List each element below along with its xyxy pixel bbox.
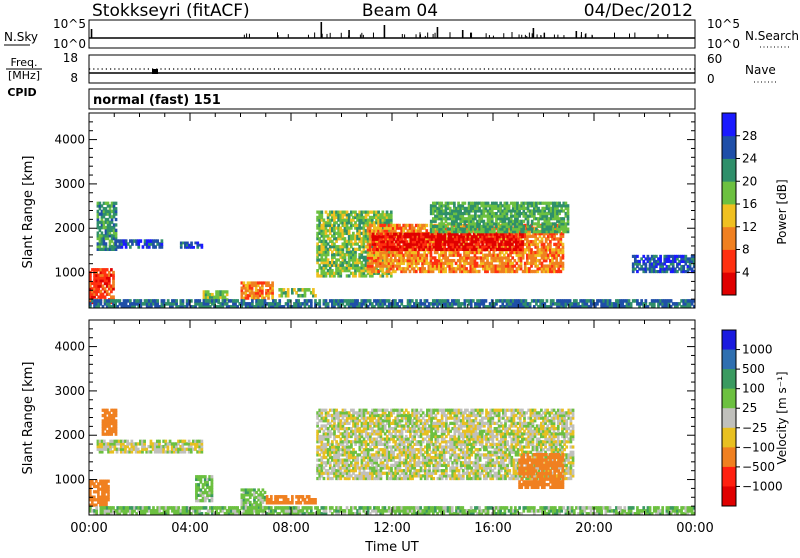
- heatmap-cell: [143, 440, 146, 443]
- heatmap-cell: [318, 299, 321, 303]
- cpid-text: normal (fast) 151: [93, 93, 221, 108]
- beam-title: Beam 04: [362, 1, 438, 21]
- heatmap-cell: [100, 299, 103, 303]
- heatmap-cell: [115, 202, 118, 205]
- radar-title: Stokkseyri (fitACF): [92, 1, 250, 21]
- heatmap-cell: [107, 485, 110, 488]
- heatmap-cell: [562, 243, 565, 246]
- y-tick-label: 2000: [54, 221, 85, 235]
- heatmap-cell: [107, 480, 110, 483]
- heatmap-cell: [485, 299, 488, 303]
- heatmap-cell: [105, 242, 108, 245]
- power-heatmap: [89, 202, 696, 309]
- date-title: 04/Dec/2012: [584, 1, 693, 21]
- heatmap-cell: [390, 211, 393, 214]
- heatmap-cell: [278, 299, 281, 303]
- heatmap-cell: [115, 419, 118, 422]
- noise-left-tick-top: 10^5: [53, 17, 86, 31]
- heatmap-cell: [201, 244, 204, 247]
- heatmap-cell: [251, 299, 254, 303]
- heatmap-cell: [158, 440, 161, 443]
- noise-left-tick-bottom: 10^0: [53, 37, 86, 51]
- heatmap-cell: [521, 240, 524, 243]
- freq-label: Freq.: [10, 56, 37, 69]
- heatmap-cell: [546, 299, 549, 303]
- heatmap-cell: [115, 218, 118, 221]
- heatmap-cell: [373, 224, 376, 227]
- noise-right-tick-bottom: 10^0: [707, 37, 740, 51]
- cpid-label: CPID: [7, 86, 36, 99]
- heatmap-cell: [161, 239, 164, 243]
- heatmap-cell: [562, 262, 565, 265]
- nave-tick-bottom: 0: [707, 72, 715, 86]
- heatmap-cell: [112, 271, 115, 274]
- heatmap-cell: [115, 207, 118, 210]
- freq-tick-top: 18: [63, 51, 78, 65]
- y-tick-label: 4000: [54, 133, 85, 147]
- noise-spikes: [92, 22, 668, 38]
- heatmap-cell: [271, 281, 274, 284]
- heatmap-cell: [567, 204, 570, 207]
- heatmap-cell: [112, 295, 115, 298]
- heatmap-cell: [182, 299, 185, 303]
- heatmap-cell: [659, 255, 662, 258]
- heatmap-cell: [475, 248, 478, 251]
- heatmap-cell: [453, 202, 456, 205]
- noise-right-label: N.Search: [745, 29, 799, 43]
- heatmap-cell: [320, 211, 323, 214]
- heatmap-cell: [645, 299, 648, 303]
- heatmap-cell: [310, 299, 313, 303]
- velocity-heatmap: [89, 409, 696, 516]
- heatmap-cell: [211, 475, 214, 478]
- heatmap-cell: [201, 440, 204, 443]
- heatmap-cell: [192, 246, 195, 249]
- heatmap-cell: [190, 242, 193, 245]
- heatmap-cell: [400, 299, 403, 303]
- heatmap-cell: [115, 409, 118, 412]
- freq-tick-bottom: 8: [70, 71, 78, 85]
- heatmap-cell: [175, 299, 178, 303]
- nave-label: Nave: [745, 63, 776, 77]
- noise-right-tick-top: 10^5: [707, 17, 740, 31]
- freq-marker: [152, 69, 158, 74]
- heatmap-cell: [430, 251, 433, 254]
- heatmap-cell: [567, 227, 570, 230]
- heatmap-cell: [464, 202, 467, 205]
- heatmap-cell: [314, 294, 317, 298]
- heatmap-cell: [287, 288, 290, 292]
- heatmap-cell: [115, 223, 118, 226]
- y-tick-label: 1000: [54, 266, 85, 280]
- y-tick-label: 3000: [54, 177, 85, 191]
- heatmap-cell: [156, 299, 159, 303]
- nave-tick-top: 60: [707, 52, 722, 66]
- heatmap-cell: [636, 255, 639, 258]
- heatmap-cell: [140, 239, 143, 243]
- heatmap-cell: [522, 225, 525, 228]
- heatmap-cell: [429, 243, 432, 246]
- heatmap-cell: [425, 224, 428, 227]
- noise-panel-frame: [89, 20, 695, 48]
- power-y-label: Slant Range [km]: [21, 156, 36, 269]
- heatmap-cell: [226, 290, 229, 293]
- noise-left-label: N.Sky: [4, 30, 38, 44]
- heatmap-cell: [115, 229, 118, 232]
- freq-unit-label: [MHz]: [8, 69, 40, 82]
- heatmap-cell: [312, 288, 315, 292]
- heatmap-cell: [478, 270, 481, 273]
